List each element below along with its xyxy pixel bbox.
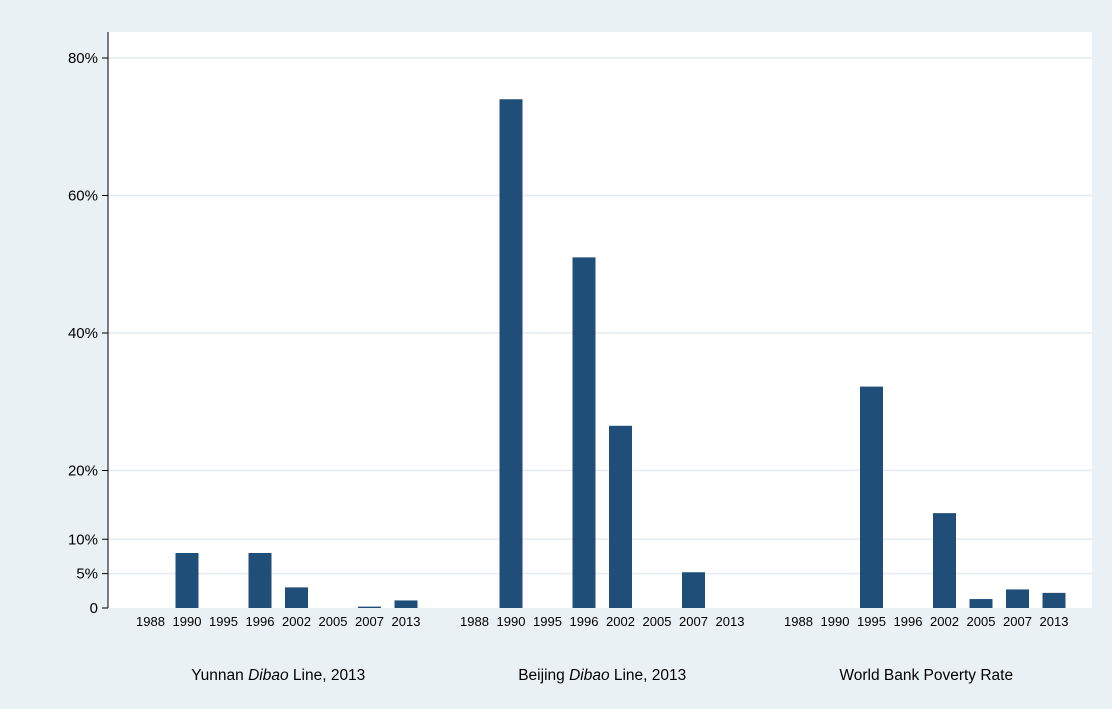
y-tick-label: 40% — [68, 325, 98, 342]
y-tick-label: 5% — [76, 566, 98, 583]
y-tick-label: 60% — [68, 188, 98, 205]
x-tick-label: 2007 — [679, 614, 708, 629]
group-label: Yunnan Dibao Line, 2013 — [191, 667, 365, 684]
x-tick-label: 1995 — [209, 614, 238, 629]
bar-group — [860, 386, 1066, 608]
x-tick-label: 1990 — [173, 614, 202, 629]
group-label-part: Dibao — [569, 667, 610, 684]
y-axis-ticks: 0 5% 10% 20% 40% 60% 80% — [68, 50, 108, 617]
bar-2013 — [1042, 592, 1066, 608]
bar-1995 — [860, 386, 883, 608]
bar-group — [499, 99, 705, 608]
x-tick-label: 1988 — [136, 614, 165, 629]
bar-1996 — [248, 553, 272, 608]
bar-group — [175, 553, 418, 608]
bar-1990 — [499, 99, 523, 608]
group-label-part: Dibao — [248, 667, 289, 684]
x-tick-label: 1995 — [533, 614, 562, 629]
x-tick-label: 1990 — [821, 614, 850, 629]
bar-2002 — [609, 425, 632, 608]
group-label-part: Line, 2013 — [610, 667, 687, 684]
bar-2013 — [394, 600, 418, 608]
bar-2005 — [969, 599, 993, 608]
x-tick-label: 2002 — [606, 614, 635, 629]
group-label: World Bank Poverty Rate — [839, 667, 1013, 684]
x-tick-label: 2007 — [355, 614, 384, 629]
bar-2002 — [285, 587, 308, 608]
x-tick-label: 1996 — [246, 614, 275, 629]
bar-2007 — [682, 572, 705, 608]
y-tick-label: 0 — [90, 600, 98, 617]
bar-2007 — [1006, 589, 1029, 608]
x-tick-label: 2005 — [319, 614, 348, 629]
y-tick-label: 20% — [68, 463, 98, 480]
x-tick-label: 2013 — [1040, 614, 1069, 629]
group-label: Beijing Dibao Line, 2013 — [518, 667, 686, 684]
y-tick-label: 10% — [68, 531, 98, 548]
group-label-part: World Bank Poverty Rate — [839, 667, 1013, 684]
group-label-part: Line, 2013 — [289, 667, 366, 684]
group-label-part: Beijing — [518, 667, 569, 684]
x-tick-label: 1995 — [857, 614, 886, 629]
x-tick-label: 2005 — [967, 614, 996, 629]
bar-2002 — [933, 513, 956, 608]
x-tick-label: 2002 — [930, 614, 959, 629]
x-tick-label: 1996 — [570, 614, 599, 629]
x-tick-label: 1996 — [894, 614, 923, 629]
x-tick-label: 2013 — [392, 614, 421, 629]
x-tick-label: 2005 — [643, 614, 672, 629]
bar-2007 — [358, 606, 381, 608]
x-axis-tick-labels: 1988 1990 1995 1996 2002 2005 2007 2013 1988 1990… — [136, 614, 1068, 629]
y-tick-label: 80% — [68, 50, 98, 67]
bar-1996 — [572, 257, 596, 608]
bars — [175, 99, 1066, 608]
bar-1990 — [175, 553, 199, 608]
gridlines — [108, 57, 1092, 575]
x-tick-label: 1990 — [497, 614, 526, 629]
x-tick-label: 1988 — [784, 614, 813, 629]
group-label-part: Yunnan — [191, 667, 248, 684]
x-tick-label: 2002 — [282, 614, 311, 629]
plot-area — [108, 32, 1092, 608]
x-tick-label: 2007 — [1003, 614, 1032, 629]
x-tick-label: 1988 — [460, 614, 489, 629]
x-tick-label: 2013 — [716, 614, 745, 629]
group-labels: Yunnan Dibao Line, 2013 Beijing Dibao Lin… — [191, 667, 1013, 684]
